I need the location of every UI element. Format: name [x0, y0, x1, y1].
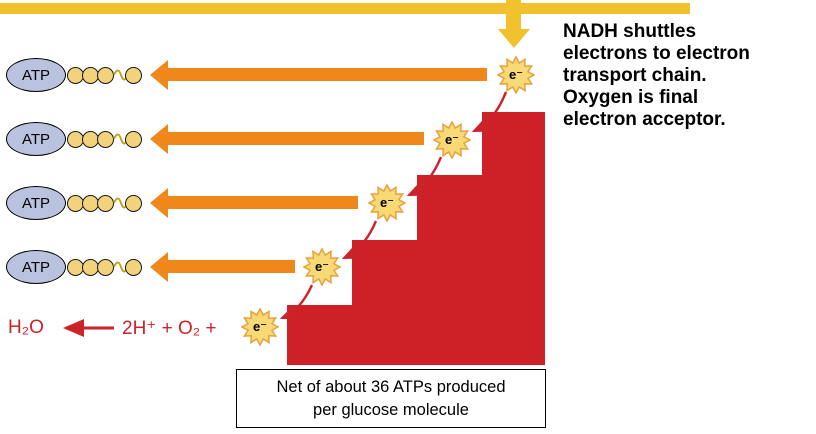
electron-label: e⁻	[508, 67, 524, 82]
phosphate-bead	[125, 66, 142, 84]
electron-label: e⁻	[444, 132, 460, 147]
phosphate-bead	[97, 66, 114, 84]
red-curve-arrow-1	[471, 91, 508, 133]
electron-label: e⁻	[379, 195, 395, 210]
atp-label: ATP	[21, 66, 51, 84]
red-curve-arrow-2	[406, 156, 443, 197]
phosphate-chain	[67, 194, 142, 212]
atp-oval: ATP	[6, 122, 66, 156]
electron-badge-3: e⁻	[368, 184, 406, 222]
gold-energy-bar	[0, 3, 690, 14]
electron-label: e⁻	[314, 259, 330, 274]
atp-molecule-1: ATP	[6, 58, 142, 92]
orange-arrow-3	[150, 187, 358, 218]
electron-label: e⁻	[252, 319, 268, 334]
orange-arrow-2	[150, 123, 424, 154]
phosphate-bead	[125, 194, 142, 212]
red-curve-arrow-4	[279, 284, 314, 320]
reaction-product: H₂O	[8, 317, 44, 338]
atp-label: ATP	[21, 130, 51, 148]
electron-badge-5: e⁻	[241, 308, 279, 346]
nadh-note: NADH shuttles electrons to electron tran…	[563, 21, 750, 131]
atp-oval: ATP	[6, 250, 66, 284]
orange-arrow-1	[150, 59, 487, 90]
red-curve-arrow-3	[341, 220, 378, 260]
atp-molecule-3: ATP	[6, 186, 142, 220]
caption-line-2: per glucose molecule	[313, 400, 469, 419]
electron-badge-2: e⁻	[433, 121, 471, 159]
phosphate-bead	[97, 194, 114, 212]
phosphate-chain	[67, 66, 142, 84]
caption-line-1: Net of about 36 ATPs produced	[276, 378, 506, 397]
electron-staircase	[287, 112, 545, 365]
electron-badge-4: e⁻	[303, 248, 341, 286]
atp-label: ATP	[21, 194, 51, 212]
phosphate-bead	[97, 130, 114, 148]
phosphate-chain	[67, 130, 142, 148]
atp-molecule-2: ATP	[6, 122, 142, 156]
caption-box: Net of about 36 ATPs produced per glucos…	[236, 369, 546, 428]
phosphate-bead	[125, 258, 142, 276]
atp-label: ATP	[21, 258, 51, 276]
reaction-reactants: 2H⁺ + O₂ +	[122, 318, 217, 339]
phosphate-chain	[67, 258, 142, 276]
gold-down-arrow-shaft	[506, 0, 521, 29]
atp-molecule-4: ATP	[6, 250, 142, 284]
atp-oval: ATP	[6, 186, 66, 220]
gold-down-arrow-icon	[498, 29, 530, 48]
electron-badge-1: e⁻	[497, 56, 535, 94]
phosphate-bead	[125, 130, 142, 148]
orange-arrow-4	[150, 251, 295, 282]
atp-oval: ATP	[6, 58, 66, 92]
phosphate-bead	[97, 258, 114, 276]
